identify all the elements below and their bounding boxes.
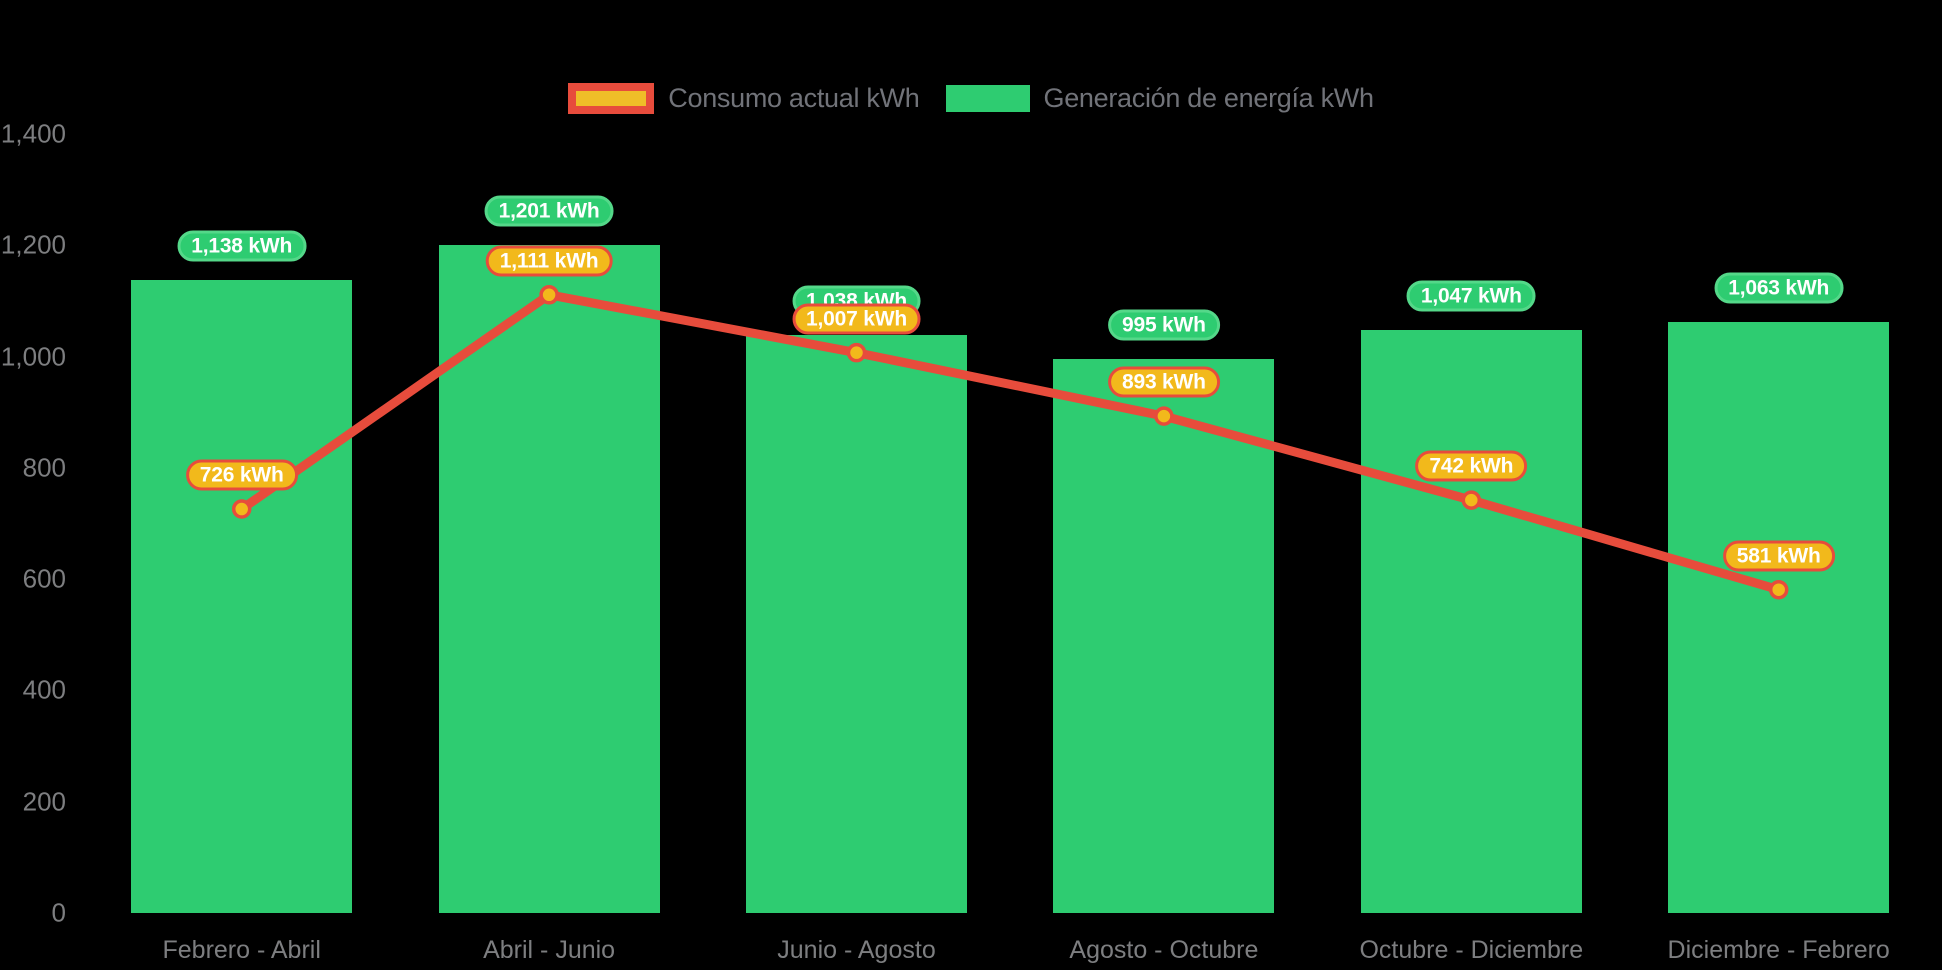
x-axis-category-label: Abril - Junio <box>483 936 616 964</box>
consumption-value-label: 726 kWh <box>185 459 298 491</box>
generation-value-label: 1,201 kWh <box>484 195 614 227</box>
consumption-value-label: 742 kWh <box>1415 450 1528 482</box>
y-axis-tick-label: 1,400 <box>0 118 66 149</box>
generation-value-label: 1,063 kWh <box>1714 272 1844 304</box>
generation-bar <box>1360 330 1582 913</box>
generation-bar <box>1053 359 1275 913</box>
consumption-value-label: 893 kWh <box>1107 366 1220 398</box>
legend-item-generacion[interactable]: Generación de energía kWh <box>945 83 1375 114</box>
generation-bar <box>131 279 353 913</box>
generation-bar <box>438 244 660 913</box>
legend-label-consumo: Consumo actual kWh <box>668 83 920 113</box>
generation-bar <box>746 335 967 913</box>
generation-value-label: 1,047 kWh <box>1406 280 1536 312</box>
y-axis-tick-label: 1,200 <box>0 229 66 260</box>
generation-value-label: 995 kWh <box>1107 309 1220 341</box>
y-axis-tick-label: 800 <box>22 452 66 483</box>
generation-value-label: 1,138 kWh <box>177 230 307 262</box>
legend-swatch-consumo-icon <box>568 83 655 114</box>
x-axis-category-label: Junio - Agosto <box>777 936 936 964</box>
legend-item-consumo-actual[interactable]: Consumo actual kWh <box>568 83 920 114</box>
y-axis-tick-label: 1,000 <box>0 341 66 372</box>
consumption-value-label: 1,111 kWh <box>485 245 613 277</box>
x-axis-category-label: Febrero - Abril <box>162 936 321 964</box>
legend-swatch-generacion-icon <box>945 85 1030 112</box>
y-axis-tick-label: 600 <box>22 563 66 594</box>
x-axis-category-label: Agosto - Octubre <box>1069 936 1259 964</box>
x-axis-category-label: Octubre - Diciembre <box>1359 936 1584 964</box>
legend-label-generacion: Generación de energía kWh <box>1043 83 1375 113</box>
generation-bar <box>1668 321 1890 913</box>
y-axis-tick-label: 400 <box>22 674 66 705</box>
consumption-value-label: 581 kWh <box>1722 540 1835 572</box>
y-axis-tick-label: 200 <box>22 786 66 817</box>
y-axis-tick-label: 0 <box>51 897 66 928</box>
x-axis-category-label: Diciembre - Febrero <box>1667 936 1890 964</box>
consumption-value-label: 1,007 kWh <box>792 303 921 335</box>
chart-legend: Consumo actual kWh Generación de energía… <box>0 83 1942 114</box>
